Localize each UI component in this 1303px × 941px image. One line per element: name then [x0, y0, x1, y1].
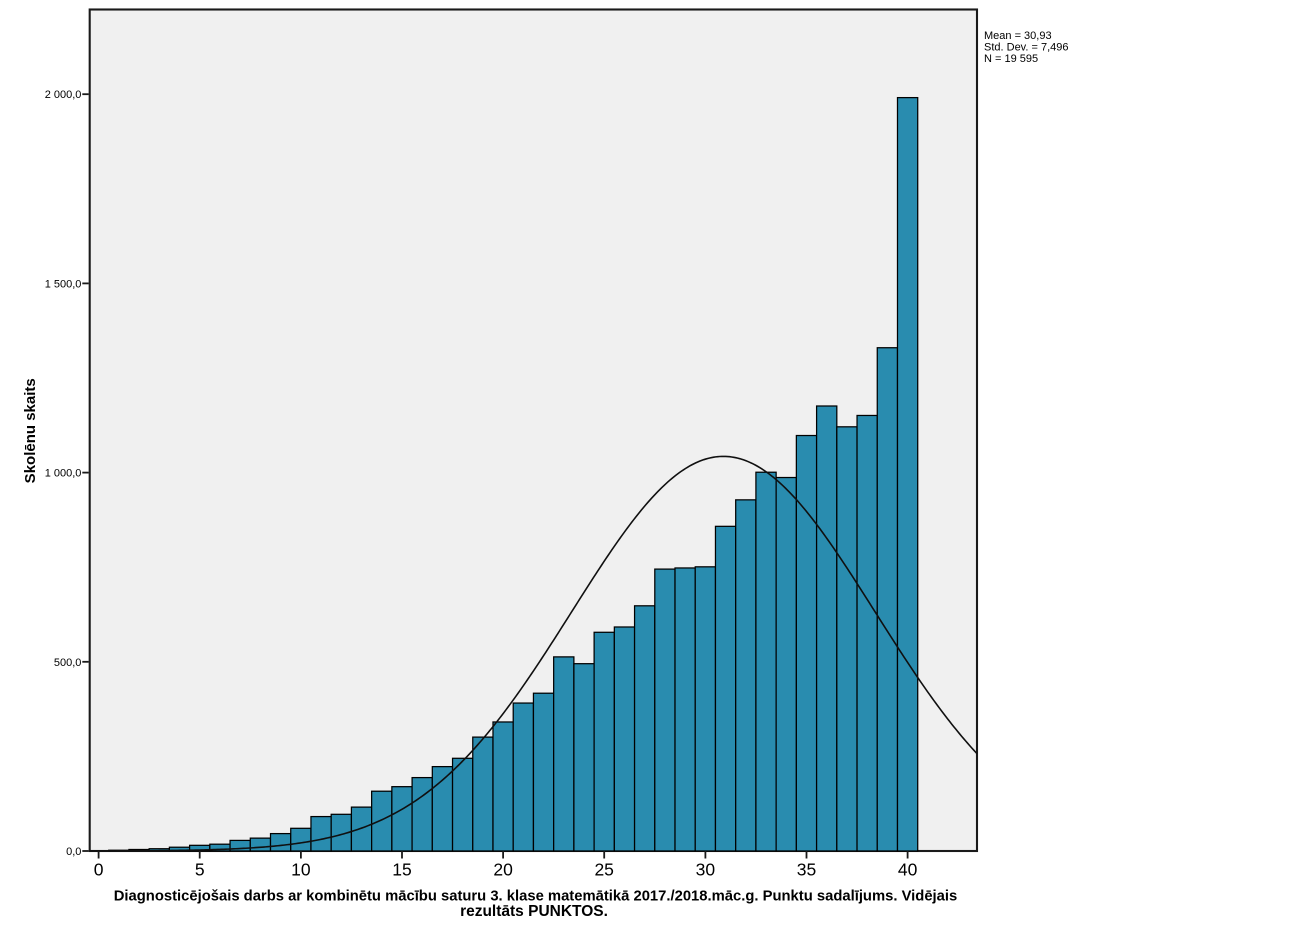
- svg-text:N = 19 595: N = 19 595: [984, 53, 1038, 65]
- svg-text:5: 5: [195, 859, 205, 879]
- svg-text:2 000,0: 2 000,0: [45, 89, 82, 101]
- svg-text:Diagnosticējošais darbs ar kom: Diagnosticējošais darbs ar kombinētu māc…: [114, 889, 958, 905]
- svg-text:40: 40: [898, 859, 918, 879]
- svg-text:35: 35: [797, 859, 816, 879]
- svg-text:Skolēnu skaits: Skolēnu skaits: [22, 378, 39, 483]
- svg-text:1 000,0: 1 000,0: [45, 468, 82, 480]
- svg-text:rezultāts PUNKTOS.: rezultāts PUNKTOS.: [460, 903, 608, 920]
- svg-text:0,0: 0,0: [66, 846, 81, 858]
- svg-text:0: 0: [94, 859, 104, 879]
- svg-text:10: 10: [291, 859, 311, 879]
- svg-text:30: 30: [696, 859, 716, 879]
- svg-text:15: 15: [392, 859, 411, 879]
- svg-text:Std. Dev. = 7,496: Std. Dev. = 7,496: [984, 42, 1069, 54]
- svg-text:Mean = 30,93: Mean = 30,93: [984, 30, 1052, 42]
- svg-text:25: 25: [594, 859, 613, 879]
- svg-text:1 500,0: 1 500,0: [45, 278, 82, 290]
- svg-text:20: 20: [493, 859, 513, 879]
- svg-text:500,0: 500,0: [54, 657, 82, 669]
